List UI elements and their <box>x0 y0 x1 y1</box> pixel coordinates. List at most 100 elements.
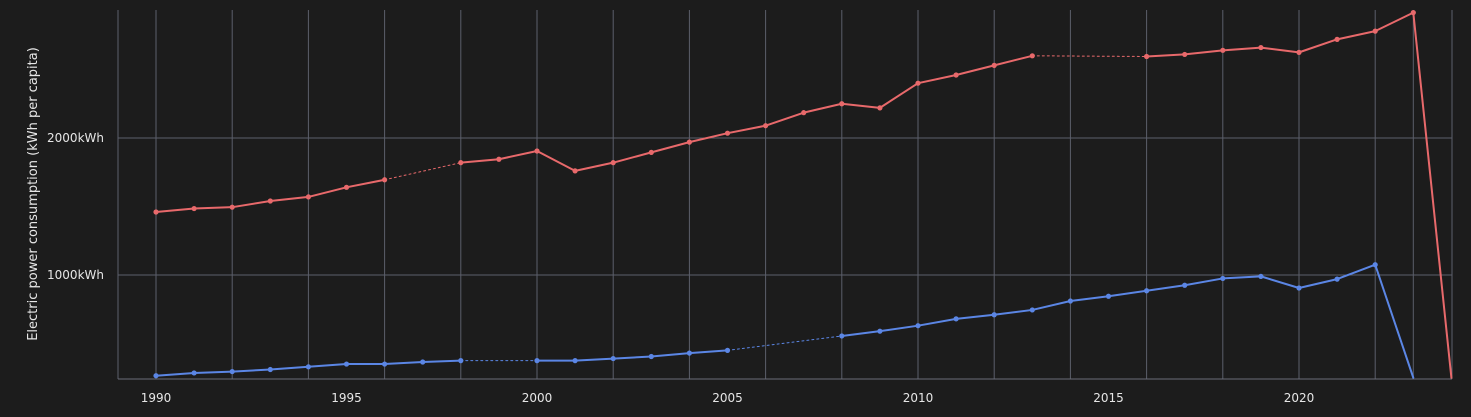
line-segment <box>802 102 843 114</box>
x-tick-label: 2020 <box>1284 391 1315 405</box>
line-segment <box>993 308 1034 316</box>
line-segment <box>1069 295 1110 303</box>
line-segment <box>1221 46 1262 52</box>
data-point <box>343 361 350 367</box>
data-point <box>382 361 388 367</box>
data-point <box>1410 10 1416 16</box>
data-point <box>305 194 311 200</box>
data-point <box>953 316 959 322</box>
line-segment <box>155 207 196 213</box>
line-segment <box>383 360 424 366</box>
y-axis-label: Electric power consumption (kWh per capi… <box>26 47 41 341</box>
data-point <box>229 368 235 375</box>
data-point <box>1258 44 1264 51</box>
line-segment <box>688 349 729 355</box>
data-point <box>153 373 159 379</box>
x-tick-label: 2005 <box>712 391 743 405</box>
line-segment <box>1259 46 1300 54</box>
data-point <box>610 160 616 166</box>
data-point <box>1258 273 1264 279</box>
data-point <box>153 209 159 215</box>
line-segment <box>1145 53 1186 58</box>
data-point <box>191 370 197 376</box>
line-segment <box>269 195 310 203</box>
series-1 <box>155 263 1415 379</box>
line-segment <box>726 124 767 135</box>
data-point <box>1144 288 1150 294</box>
data-point <box>1334 36 1340 42</box>
y-axis-ticks: 1000kWh 2000kWh <box>47 131 104 282</box>
line-segment <box>307 186 348 198</box>
data-point <box>991 312 997 318</box>
gap-segment <box>384 162 462 181</box>
line-segment <box>650 352 691 358</box>
x-axis-ticks: 1990 1995 2000 2005 2010 2015 2020 <box>141 391 1315 405</box>
data-point <box>1182 282 1188 288</box>
data-point <box>382 177 388 183</box>
data-point <box>686 350 693 356</box>
data-point <box>1220 275 1226 282</box>
data-point <box>839 333 845 339</box>
gap-segment <box>727 335 843 351</box>
line-segment <box>1412 11 1453 379</box>
x-tick-label: 1990 <box>141 391 172 405</box>
data-point <box>1182 51 1188 58</box>
line-segment <box>1336 263 1377 281</box>
line-segment <box>1183 49 1224 56</box>
y-tick-label: 1000kWh <box>47 268 104 282</box>
line-segment <box>193 206 234 210</box>
line-segment <box>612 355 653 360</box>
x-tick-label: 2000 <box>522 391 553 405</box>
line-segment <box>193 370 234 374</box>
data-point <box>458 358 464 364</box>
line-segment <box>1374 263 1415 379</box>
line-segment <box>536 150 577 172</box>
data-point <box>724 130 731 136</box>
data-point <box>724 347 731 353</box>
data-point <box>1144 53 1150 60</box>
line-segment <box>840 102 881 109</box>
line-segment <box>878 82 919 109</box>
line-segment <box>574 357 615 362</box>
line-segment <box>764 111 805 127</box>
line-segment <box>1107 289 1148 298</box>
grid-lines <box>117 10 1453 380</box>
data-point <box>534 148 540 154</box>
data-point <box>1372 28 1378 34</box>
data-point <box>458 160 464 166</box>
line-segment <box>1183 277 1224 287</box>
data-point <box>1334 276 1340 282</box>
line-segment <box>421 359 462 363</box>
data-point <box>1296 285 1302 291</box>
data-point <box>343 184 350 190</box>
line-segment <box>231 200 272 209</box>
series-lines <box>155 11 1453 379</box>
data-point <box>839 101 845 107</box>
line-segment <box>307 363 348 368</box>
series-0 <box>155 11 1453 379</box>
data-point <box>267 198 273 204</box>
data-point <box>610 355 616 362</box>
data-point <box>877 328 883 334</box>
line-segment <box>1145 284 1186 292</box>
line-segment <box>917 73 958 85</box>
data-point <box>305 364 311 370</box>
line-segment <box>955 313 996 320</box>
line-segment <box>955 64 996 76</box>
data-point <box>1296 49 1302 55</box>
series-points <box>153 10 1416 379</box>
data-point <box>191 205 197 212</box>
data-point <box>1105 293 1112 299</box>
line-segment <box>345 178 386 189</box>
data-point <box>877 105 883 111</box>
data-point <box>1372 262 1378 268</box>
data-point <box>953 72 959 78</box>
line-segment <box>1031 300 1072 311</box>
y-tick-label: 2000kWh <box>47 131 104 145</box>
data-point <box>648 353 654 360</box>
line-segment <box>688 132 729 144</box>
data-point <box>267 366 273 373</box>
data-point <box>229 204 235 210</box>
data-point <box>686 139 693 145</box>
